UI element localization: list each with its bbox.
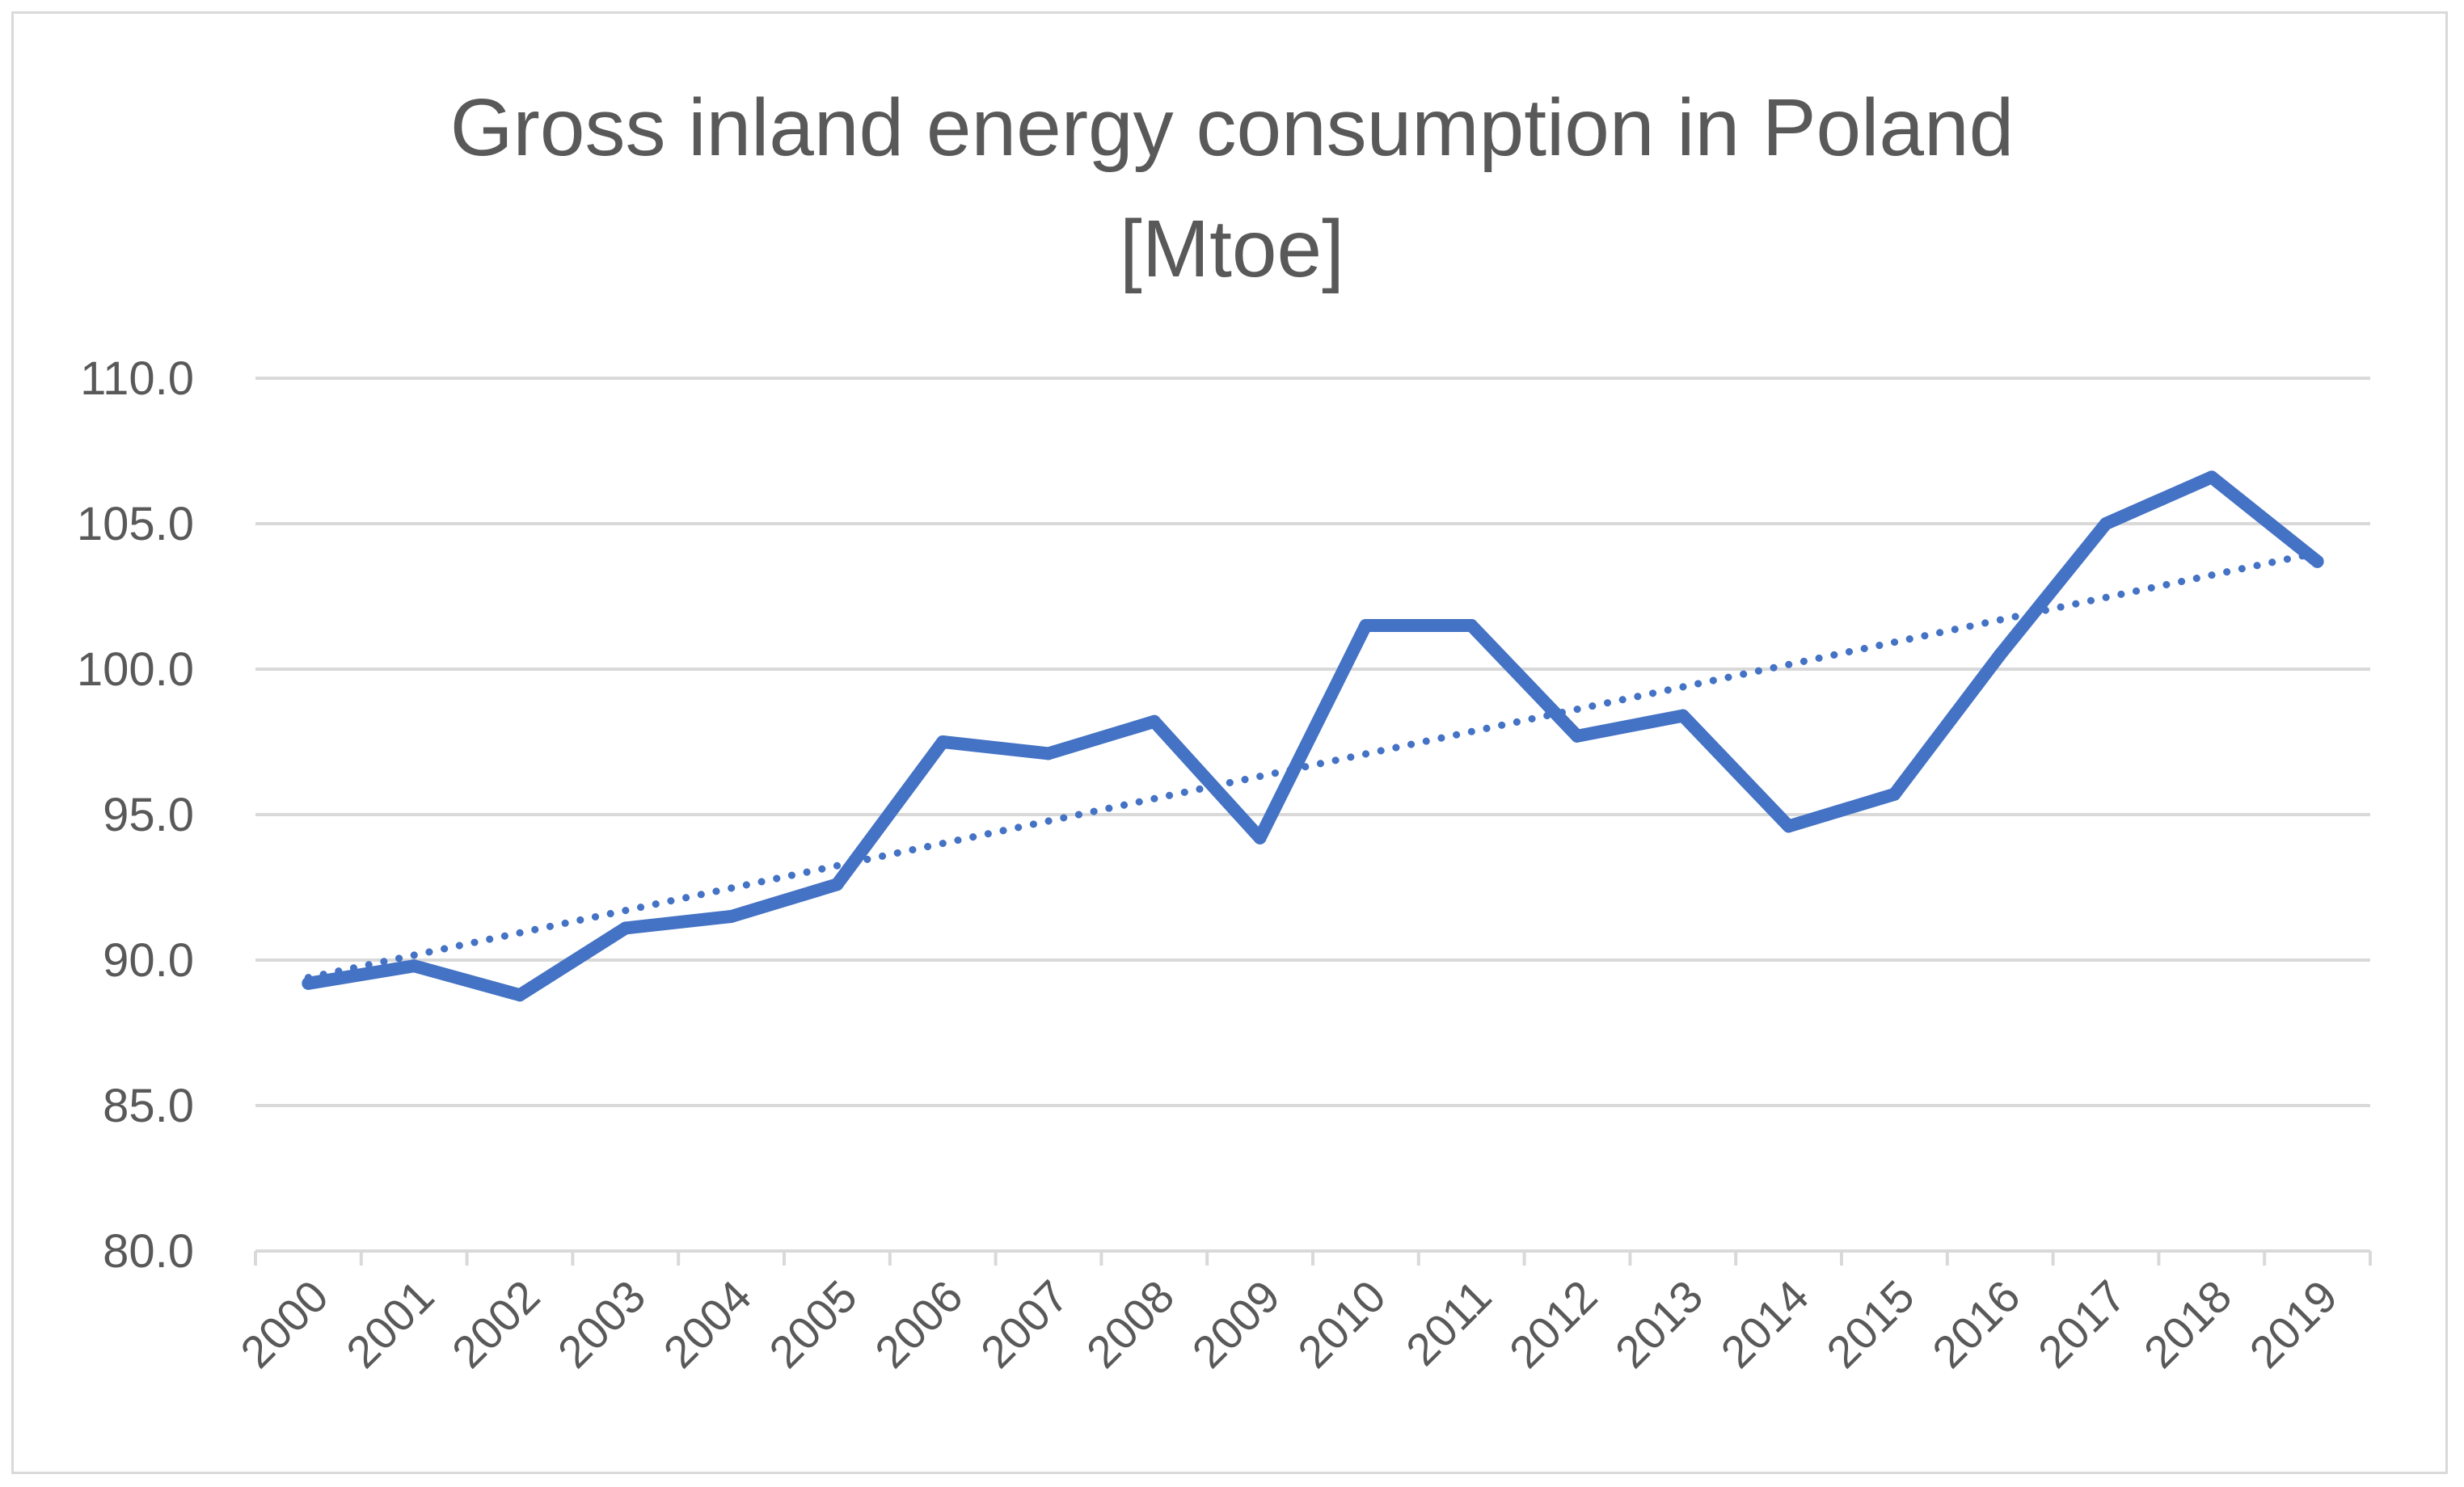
data-point [2205,470,2218,484]
x-tick-label: 2000 [230,1270,338,1378]
x-tick-label: 2013 [1605,1270,1713,1378]
y-tick-label: 95.0 [103,789,194,841]
data-point [1888,787,1901,801]
y-tick-label: 90.0 [103,934,194,987]
data-point [1253,831,1267,845]
x-tick-label: 2003 [548,1270,656,1378]
y-tick-label: 100.0 [77,643,194,696]
data-point [513,988,526,1002]
data-point [2099,517,2112,530]
data-point [936,735,950,748]
trendline-group [304,549,2322,982]
chart-frame [11,11,2448,1474]
x-tick-label: 2011 [1396,1270,1501,1375]
data-point [618,921,632,935]
series-group [302,470,2324,1002]
data-point [724,910,738,923]
data-point [1042,747,1055,760]
x-tick-label: 2007 [971,1270,1078,1378]
data-point [1147,714,1161,728]
x-tick-label: 2017 [2028,1270,2136,1378]
x-tick-label: 2015 [1816,1270,1924,1378]
data-point [1782,819,1795,833]
data-point [1359,619,1373,632]
x-tick-label: 2008 [1077,1270,1184,1378]
x-tick-label: 2019 [2239,1270,2347,1378]
x-tick-label: 2002 [442,1270,550,1378]
chart-title-line-1: Gross inland energy consumption in Polan… [450,82,2014,173]
data-point [1465,619,1479,632]
data-point [2310,554,2324,568]
x-tick-label: 2001 [336,1270,444,1378]
trendline [304,549,2322,982]
series-line [302,470,2324,1002]
data-point [1994,648,2007,661]
x-tick-label: 2005 [759,1270,867,1378]
y-tick-label: 85.0 [103,1080,194,1132]
x-tick-label: 2016 [1922,1270,2030,1378]
y-tick-label: 80.0 [103,1225,194,1278]
y-axis-labels: 80.0 85.0 90.0 95.0 100.0 105.0 110.0 [77,352,194,1278]
chart-title: Gross inland energy consumption in Polan… [450,82,2014,294]
y-tick-label: 110.0 [80,352,194,405]
x-tick-label: 2009 [1182,1270,1289,1378]
x-axis-labels: 2000200120022003200420052006200720082009… [230,1270,2347,1378]
x-tick-label: 2006 [865,1270,973,1378]
y-tick-label: 105.0 [77,498,194,550]
gridlines [255,377,2370,1107]
x-tick-label: 2012 [1500,1270,1607,1378]
x-axis [254,1249,2372,1266]
x-tick-label: 2018 [2134,1270,2242,1378]
x-tick-label: 2004 [653,1270,761,1378]
chart-title-line-2: [Mtoe] [1120,204,1344,294]
x-tick-label: 2014 [1711,1270,1818,1378]
x-tick-label: 2010 [1288,1270,1395,1378]
data-point [1676,709,1690,722]
data-point [407,959,421,973]
data-point [1571,729,1584,743]
data-point [302,976,315,990]
data-point [830,878,844,891]
